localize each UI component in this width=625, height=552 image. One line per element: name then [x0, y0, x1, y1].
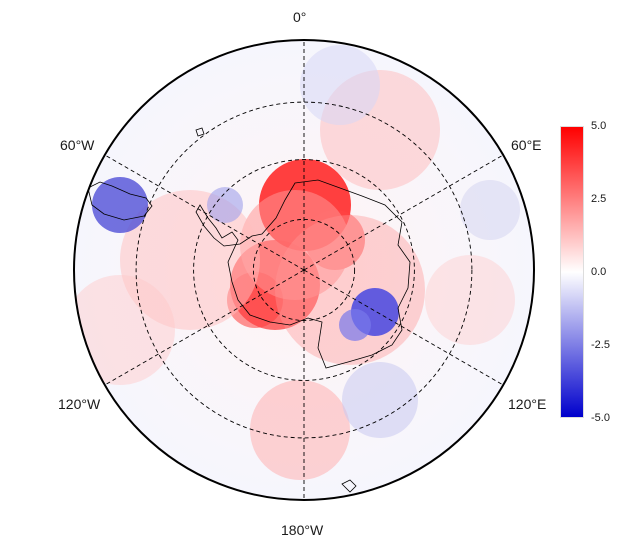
anomaly-patch-positive: [74, 275, 175, 385]
anomaly-patch-positive: [120, 190, 260, 330]
legend-tick-neg-2-5: -2.5: [591, 339, 610, 351]
lon-label-60e: 60°E: [511, 137, 542, 153]
legend-tick-5: 5.0: [591, 120, 607, 132]
color-legend: 5.0 2.5 0.0 -2.5 -5.0: [560, 120, 625, 424]
graticule: [104, 40, 504, 500]
anomaly-patch-positive: [250, 380, 350, 480]
map-boundary: [73, 39, 535, 501]
coastlines: [87, 127, 411, 493]
anomaly-patch-negative: [207, 187, 243, 223]
anomaly-patch-negative: [342, 362, 418, 438]
lon-label-0: 0°: [293, 9, 307, 25]
lon-label-180w: 180°W: [281, 522, 324, 538]
anomaly-patch-negative: [460, 180, 520, 240]
lon-label-60w: 60°W: [60, 137, 95, 153]
coastline: [87, 181, 153, 221]
legend-tick-2-5: 2.5: [591, 193, 607, 205]
lon-label-120e: 120°E: [508, 396, 547, 412]
anomaly-patch-positive: [240, 190, 350, 300]
coastline: [195, 127, 205, 137]
anomaly-patch-negative: [300, 45, 380, 125]
meridian-line: [303, 154, 504, 271]
anomaly-field: [74, 45, 520, 480]
anomaly-patch-negative: [92, 177, 148, 233]
lon-label-120w: 120°W: [58, 396, 101, 412]
meridian-line: [104, 269, 305, 386]
coastline: [195, 179, 411, 369]
latitude-circle: [135, 101, 473, 439]
anomaly-patch-positive: [425, 255, 515, 345]
latitude-circle: [193, 159, 415, 381]
coastline: [341, 479, 357, 493]
anomaly-patch-positive: [275, 215, 425, 365]
anomaly-patch-negative: [339, 309, 371, 341]
legend-tick-0: 0.0: [591, 266, 607, 278]
legend-tick-neg-5: -5.0: [591, 412, 610, 424]
colorbar: [560, 126, 584, 418]
meridian-line: [303, 269, 504, 386]
